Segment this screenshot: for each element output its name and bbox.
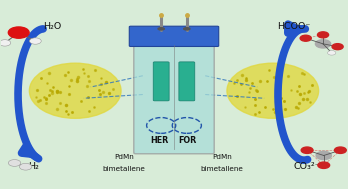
FancyBboxPatch shape: [134, 35, 214, 154]
Circle shape: [315, 40, 331, 48]
Ellipse shape: [158, 28, 164, 30]
Text: FOR: FOR: [178, 136, 196, 145]
Text: H₂: H₂: [28, 162, 39, 171]
Circle shape: [316, 151, 331, 160]
Text: CO₃²⁻: CO₃²⁻: [293, 162, 320, 171]
Text: HER: HER: [150, 136, 168, 145]
Ellipse shape: [227, 63, 319, 118]
Circle shape: [334, 147, 346, 153]
Text: PdMn: PdMn: [114, 154, 134, 160]
Ellipse shape: [184, 28, 190, 30]
Text: HCOO⁻: HCOO⁻: [277, 22, 310, 30]
Circle shape: [301, 147, 313, 153]
Text: bimetallene: bimetallene: [102, 166, 145, 172]
Circle shape: [8, 160, 21, 166]
Circle shape: [317, 32, 329, 38]
FancyBboxPatch shape: [179, 62, 195, 101]
FancyBboxPatch shape: [129, 26, 219, 46]
Circle shape: [30, 38, 41, 44]
Circle shape: [300, 35, 311, 41]
Circle shape: [318, 162, 330, 168]
Text: bimetallene: bimetallene: [200, 166, 243, 172]
Ellipse shape: [29, 63, 121, 118]
Circle shape: [0, 40, 11, 46]
Circle shape: [332, 44, 343, 50]
Circle shape: [327, 51, 336, 55]
Circle shape: [19, 163, 32, 170]
Text: PdMn: PdMn: [212, 154, 232, 160]
FancyBboxPatch shape: [153, 62, 169, 101]
Text: H₂O: H₂O: [44, 22, 62, 30]
Circle shape: [8, 27, 29, 38]
